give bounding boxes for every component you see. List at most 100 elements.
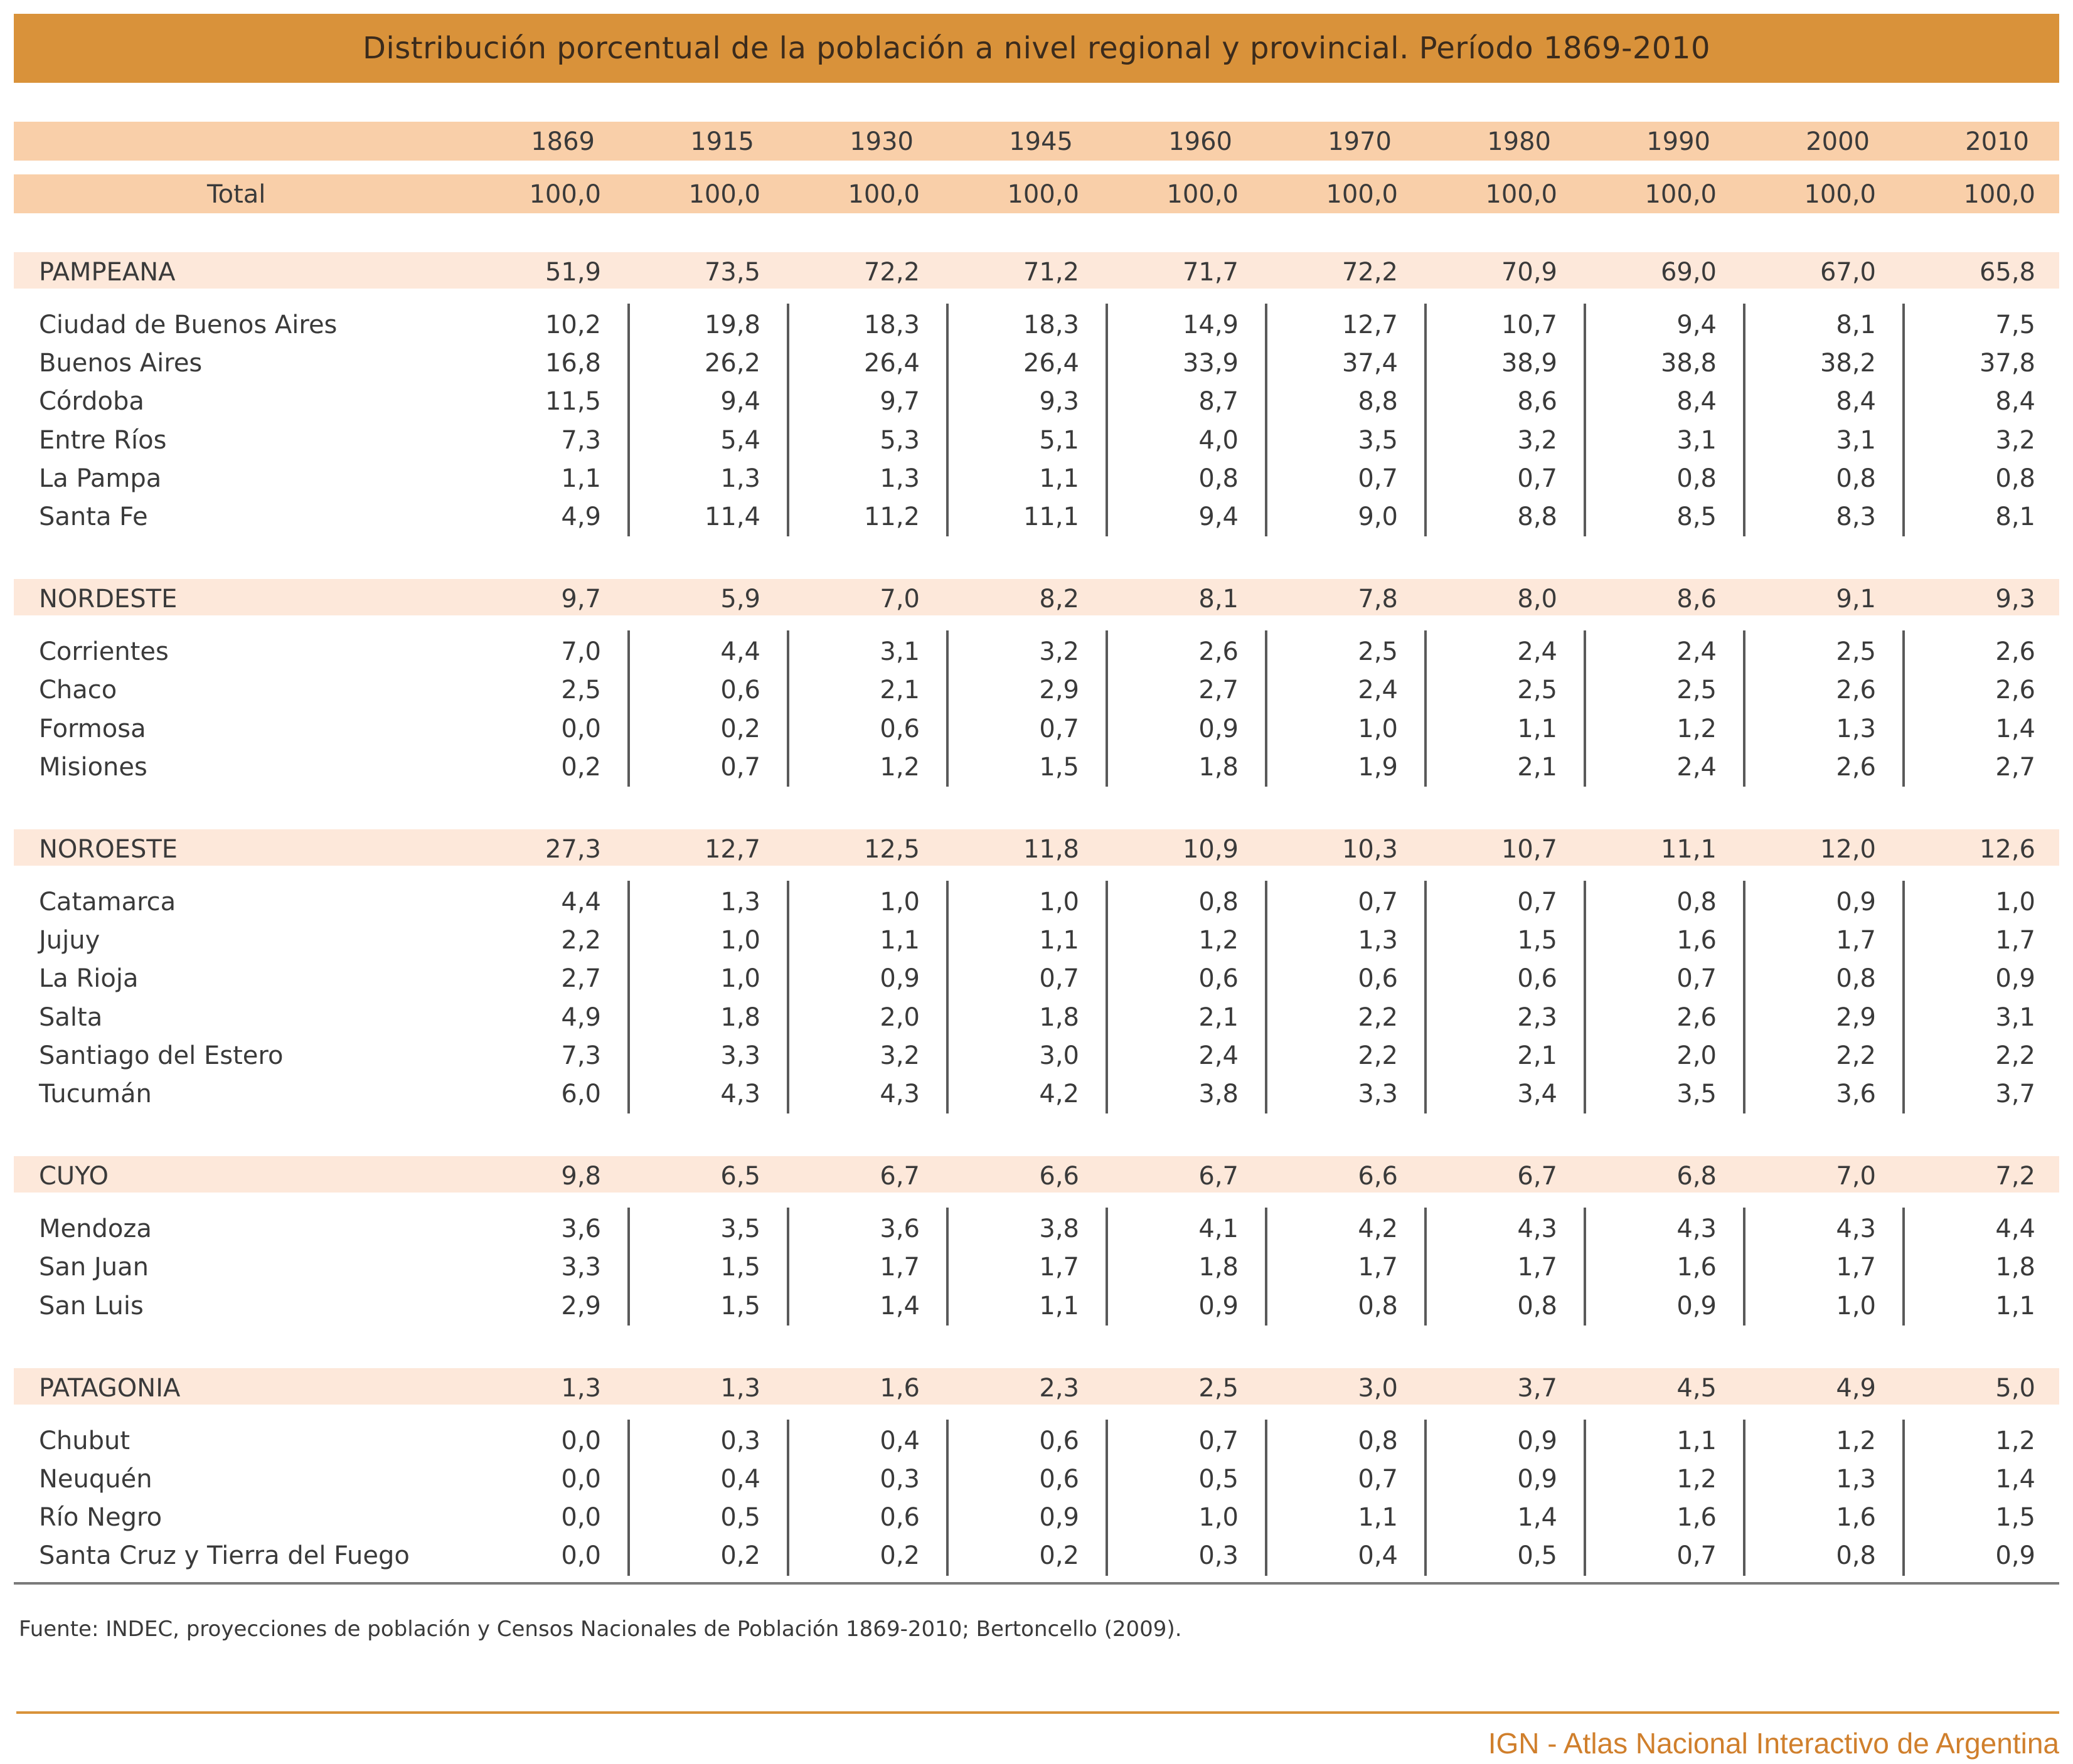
region-value: 67,0 [1820,258,1876,287]
region-value: 1,3 [561,1373,601,1403]
province-label: Jujuy [39,926,100,955]
region-value: 6,7 [880,1162,920,1191]
region-value: 8,6 [1676,585,1717,614]
province-value: 1,2 [880,752,920,782]
total-band [14,174,2059,213]
province-value: 0,0 [561,714,601,743]
province-value: 5,4 [720,425,760,455]
province-value: 4,2 [1358,1214,1398,1244]
province-value: 2,6 [1836,752,1876,782]
province-label: San Luis [39,1291,144,1320]
province-value: 1,0 [1039,888,1079,917]
province-value: 1,1 [561,464,601,493]
province-value: 3,3 [720,1041,760,1070]
province-value: 0,4 [720,1465,760,1494]
province-value: 2,1 [1517,1041,1557,1070]
province-value: 1,0 [720,926,760,955]
province-value: 14,9 [1182,311,1239,339]
province-value: 1,8 [720,1002,760,1032]
province-value: 0,5 [1198,1465,1239,1494]
province-label: Tucumán [39,1080,152,1108]
province-value: 10,2 [545,311,601,339]
province-value: 0,0 [561,1465,601,1494]
region-value: 12,6 [1979,835,2035,864]
province-label: Santiago del Estero [39,1041,284,1070]
province-value: 1,0 [880,888,920,917]
province-value: 1,1 [1039,464,1079,493]
province-value: 9,0 [1358,502,1398,531]
province-value: 4,1 [1198,1214,1239,1244]
province-value: 0,2 [720,714,760,743]
column-separator [1743,1419,1745,1576]
province-value: 1,0 [1995,888,2035,917]
province-value: 4,4 [1995,1214,2035,1244]
province-value: 1,7 [1358,1253,1398,1282]
region-value: 65,8 [1979,258,2035,287]
province-value: 2,2 [1358,1041,1398,1070]
total-value: 100,0 [1804,180,1876,209]
province-value: 0,9 [1995,1541,2035,1571]
province-label: Misiones [39,752,147,782]
province-value: 3,5 [720,1214,760,1244]
province-value: 2,1 [1517,752,1557,782]
column-separator [1424,630,1427,787]
column-separator [627,304,630,537]
region-value: 6,7 [1517,1162,1557,1191]
province-value: 11,4 [704,502,760,531]
province-value: 0,0 [561,1426,601,1455]
province-value: 2,4 [1198,1041,1239,1070]
region-value: 9,3 [1995,585,2035,614]
province-value: 0,8 [1358,1426,1398,1455]
province-value: 3,0 [1039,1041,1079,1070]
region-value: 9,1 [1836,585,1876,614]
column-separator [627,1419,630,1576]
column-separator [627,630,630,787]
province-value: 1,2 [1676,1465,1717,1494]
province-value: 1,9 [1358,752,1398,782]
province-value: 2,7 [561,964,601,994]
province-value: 3,6 [561,1214,601,1244]
province-value: 4,9 [561,1002,601,1032]
province-value: 1,4 [1995,714,2035,743]
province-value: 0,4 [1358,1541,1398,1571]
province-value: 2,6 [1676,1002,1717,1032]
province-value: 1,0 [1358,714,1398,743]
province-value: 3,8 [1198,1080,1239,1108]
region-value: 11,1 [1660,835,1717,864]
province-value: 2,7 [1198,676,1239,705]
province-value: 3,3 [561,1253,601,1282]
province-label: Salta [39,1002,103,1032]
province-value: 12,7 [1341,311,1398,339]
column-separator [787,630,789,787]
province-value: 2,5 [1676,676,1717,705]
year-header: 1980 [1487,127,1551,156]
region-value: 5,9 [720,585,760,614]
column-separator [1584,1208,1586,1326]
province-value: 2,9 [1039,676,1079,705]
year-header-band [14,122,2059,161]
region-value: 6,5 [720,1162,760,1191]
province-value: 0,6 [880,1503,920,1533]
province-value: 38,8 [1660,349,1717,378]
column-separator [1106,1419,1108,1576]
province-value: 1,3 [1836,714,1876,743]
province-value: 7,3 [561,425,601,455]
column-separator [1584,881,1586,1114]
region-value: 3,7 [1517,1373,1557,1403]
province-value: 1,5 [720,1253,760,1282]
column-separator [787,881,789,1114]
province-value: 2,2 [1995,1041,2035,1070]
province-value: 0,9 [1836,888,1876,917]
province-value: 0,9 [1198,714,1239,743]
region-value: 8,2 [1039,585,1079,614]
province-value: 26,4 [863,349,920,378]
table-title: Distribución porcentual de la población … [14,14,2059,83]
province-value: 2,2 [1836,1041,1876,1070]
region-value: 6,8 [1676,1162,1717,1191]
province-value: 8,3 [1836,502,1876,531]
province-label: Santa Cruz y Tierra del Fuego [39,1541,410,1571]
region-label: CUYO [39,1162,109,1191]
province-value: 1,1 [1517,714,1557,743]
province-value: 9,7 [880,387,920,417]
province-value: 8,4 [1836,387,1876,417]
